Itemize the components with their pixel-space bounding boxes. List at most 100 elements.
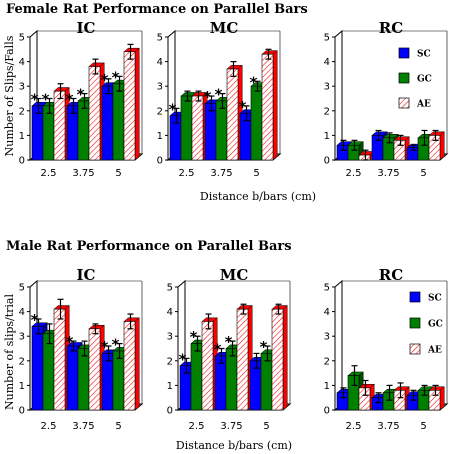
significance-star: * [112, 68, 120, 86]
bar-gc [347, 375, 360, 411]
bar-ae [201, 321, 214, 411]
bar-ae [88, 66, 101, 161]
male-figure-title: Male Rat Performance on Parallel Bars [6, 239, 292, 254]
y-tick-label: 0 [167, 406, 173, 417]
bar-side [439, 386, 445, 411]
bar-gc [382, 392, 395, 411]
legend-swatch-ae [409, 343, 421, 355]
legend-label-sc: SC [417, 50, 431, 60]
bar-sc [406, 147, 419, 161]
bar-ae [428, 135, 441, 161]
x-tick-label: 2.5 [189, 421, 205, 432]
bar-sc [214, 355, 227, 411]
bar-gc [347, 144, 360, 161]
y-tick-label: 1 [324, 381, 330, 392]
y-tick-label: 2 [19, 356, 25, 367]
legend-label-ae: AE [416, 100, 431, 110]
significance-star: * [66, 91, 74, 109]
bar-gc [382, 137, 395, 161]
x-tick-label: 2.5 [346, 421, 362, 432]
significance-star: * [66, 333, 74, 351]
bar-sc [204, 103, 217, 161]
x-tick-label: 5 [420, 421, 426, 432]
bar-gc [77, 100, 90, 161]
bar-sc [66, 345, 79, 411]
y-tick-label: 3 [324, 82, 330, 93]
male-x-axis-label: Distance b/bars (cm) [176, 439, 292, 452]
bar-ae [261, 53, 274, 161]
bar-gc [112, 350, 125, 411]
significance-star: * [31, 91, 39, 109]
female-section: Female Rat Performance on Parallel Bars … [3, 2, 449, 203]
legend-swatch-gc [409, 317, 421, 329]
panel-title: IC [77, 266, 96, 284]
x-tick-label: 3.75 [220, 421, 242, 432]
bar-ae [358, 387, 371, 411]
bar-ae [271, 308, 284, 411]
panel-title: MC [210, 19, 239, 37]
male-legend: SC GC AE [409, 291, 443, 356]
significance-star: * [112, 336, 120, 354]
bar-sc [101, 353, 114, 411]
bar-ae [393, 140, 406, 161]
bar-sc [371, 397, 384, 411]
x-tick-label: 3.75 [210, 168, 232, 179]
bar-ae [236, 308, 249, 411]
x-tick-label: 2.5 [179, 168, 195, 179]
bar-gc [250, 85, 263, 161]
female-x-axis-label: Distance b/bars (cm) [200, 190, 316, 203]
y-tick-label: 5 [19, 283, 25, 294]
panel-title: IC [77, 19, 96, 37]
bar-sc [336, 392, 349, 411]
bar-side [134, 317, 140, 411]
legend-label-gc: GC [417, 75, 432, 85]
y-tick-label: 3 [324, 332, 330, 343]
y-tick-label: 5 [324, 283, 330, 294]
legend-swatch-sc [398, 47, 410, 59]
x-tick-label: 3.75 [72, 421, 94, 432]
bar-sc [169, 115, 182, 161]
significance-star: * [190, 328, 198, 346]
bar-ae [53, 90, 66, 161]
bar-ae [358, 154, 371, 161]
significance-star: * [42, 91, 50, 109]
bar-ae [88, 328, 101, 411]
bar-gc [215, 100, 228, 161]
y-tick-label: 5 [324, 33, 330, 44]
y-tick-label: 1 [324, 131, 330, 142]
y-tick-label: 5 [167, 283, 173, 294]
y-tick-label: 5 [157, 33, 163, 44]
x-tick-label: 5 [115, 421, 121, 432]
significance-star: * [250, 73, 258, 91]
female-y-axis-label: Number of Slips/Falls [3, 35, 16, 156]
legend-swatch-ae [398, 97, 410, 109]
bar-sc [66, 105, 79, 161]
x-tick-label: 3.75 [377, 168, 399, 179]
significance-star: * [260, 338, 268, 356]
bar-side [282, 304, 288, 411]
y-tick-label: 1 [167, 381, 173, 392]
bar-gc [190, 343, 203, 411]
x-tick-label: 5 [420, 168, 426, 179]
panel-title: RC [379, 19, 403, 37]
bar-gc [42, 333, 55, 411]
bar-sc [406, 394, 419, 411]
significance-star: * [204, 88, 212, 106]
bar-gc [77, 348, 90, 411]
y-tick-label: 0 [19, 406, 25, 417]
bar-side [272, 50, 278, 161]
bar-sc [179, 365, 192, 411]
male-section: Male Rat Performance on Parallel Bars Nu… [3, 239, 449, 452]
y-tick-label: 2 [324, 106, 330, 117]
significance-star: * [214, 341, 222, 359]
bar-gc [180, 95, 193, 161]
y-tick-label: 1 [19, 131, 25, 142]
significance-star: * [101, 338, 109, 356]
male-panel-rc: 0 1 2 3 4 5 RC 2.5 3.75 5 [324, 266, 449, 432]
bar-ae [191, 95, 204, 161]
bar-side [439, 131, 445, 161]
bar-ae [226, 68, 239, 161]
